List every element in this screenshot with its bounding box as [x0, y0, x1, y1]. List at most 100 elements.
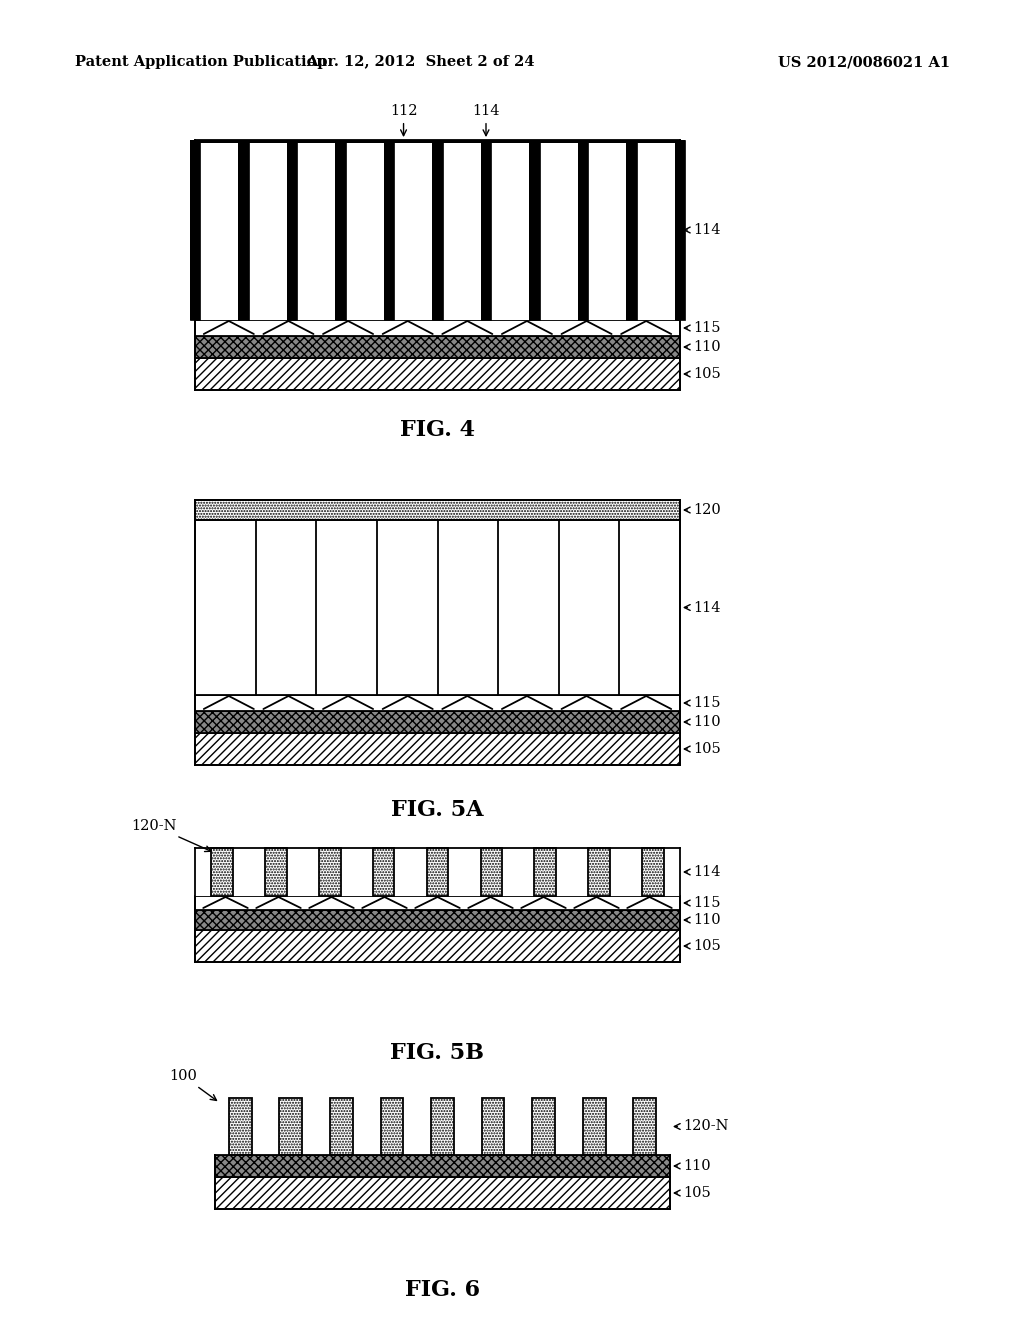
Bar: [377, 520, 394, 696]
Bar: [215, 1098, 670, 1155]
Text: Apr. 12, 2012  Sheet 2 of 24: Apr. 12, 2012 Sheet 2 of 24: [306, 55, 535, 69]
Bar: [427, 847, 449, 896]
Bar: [215, 1177, 670, 1209]
Text: Patent Application Publication: Patent Application Publication: [75, 55, 327, 69]
Bar: [432, 140, 442, 319]
Bar: [195, 909, 680, 931]
Bar: [195, 140, 680, 319]
Bar: [381, 1098, 403, 1155]
Bar: [532, 1098, 555, 1155]
Bar: [330, 1098, 352, 1155]
Text: 120: 120: [684, 503, 721, 517]
Bar: [529, 140, 540, 319]
Bar: [642, 847, 664, 896]
Bar: [394, 520, 437, 696]
Text: 120-N: 120-N: [131, 818, 211, 851]
Bar: [480, 140, 492, 319]
Bar: [373, 847, 394, 896]
Bar: [535, 847, 556, 896]
Bar: [256, 520, 272, 696]
Bar: [229, 1098, 252, 1155]
Bar: [455, 520, 498, 696]
Bar: [675, 140, 685, 319]
Bar: [316, 520, 333, 696]
Bar: [335, 140, 346, 319]
Bar: [195, 319, 680, 337]
Bar: [529, 140, 540, 319]
Text: 115: 115: [684, 321, 721, 335]
Bar: [620, 520, 636, 696]
Bar: [480, 140, 492, 319]
Text: 114: 114: [472, 104, 500, 136]
Bar: [287, 140, 297, 319]
Text: 110: 110: [675, 1159, 711, 1173]
Text: 115: 115: [684, 696, 721, 710]
Bar: [432, 140, 442, 319]
Text: 112: 112: [390, 104, 418, 136]
Text: 114: 114: [684, 865, 721, 879]
Bar: [431, 1098, 454, 1155]
Bar: [211, 847, 232, 896]
Text: US 2012/0086021 A1: US 2012/0086021 A1: [778, 55, 950, 69]
Bar: [195, 358, 680, 389]
Bar: [634, 1098, 656, 1155]
Bar: [265, 847, 287, 896]
Bar: [195, 733, 680, 766]
Text: 105: 105: [684, 742, 721, 756]
Bar: [384, 140, 394, 319]
Bar: [239, 140, 249, 319]
Bar: [636, 520, 680, 696]
Text: 114: 114: [684, 601, 721, 615]
Text: FIG. 5B: FIG. 5B: [390, 1041, 484, 1064]
Bar: [287, 140, 297, 319]
Bar: [318, 847, 341, 896]
Text: 105: 105: [675, 1185, 711, 1200]
Text: 110: 110: [684, 913, 721, 927]
Text: FIG. 4: FIG. 4: [400, 418, 475, 441]
Text: FIG. 5A: FIG. 5A: [391, 799, 483, 821]
Bar: [680, 520, 697, 696]
Bar: [195, 711, 680, 733]
Text: 110: 110: [684, 715, 721, 729]
Bar: [195, 337, 680, 358]
Bar: [212, 520, 256, 696]
Bar: [333, 520, 377, 696]
Bar: [195, 847, 680, 896]
Text: 110: 110: [684, 341, 721, 354]
Text: 114: 114: [684, 223, 721, 238]
Bar: [189, 140, 201, 319]
Bar: [515, 520, 559, 696]
Text: 100: 100: [169, 1069, 216, 1101]
Bar: [195, 140, 680, 319]
Bar: [626, 140, 637, 319]
Bar: [384, 140, 394, 319]
Bar: [272, 520, 316, 696]
Bar: [437, 520, 455, 696]
Bar: [481, 1098, 505, 1155]
Bar: [195, 896, 680, 909]
Bar: [583, 1098, 605, 1155]
Text: 105: 105: [684, 367, 721, 381]
Bar: [578, 140, 589, 319]
Bar: [559, 520, 575, 696]
Bar: [195, 140, 680, 143]
Bar: [335, 140, 346, 319]
Bar: [239, 140, 249, 319]
Text: 115: 115: [684, 896, 721, 909]
Bar: [626, 140, 637, 319]
Bar: [280, 1098, 302, 1155]
Bar: [675, 140, 685, 319]
Bar: [578, 140, 589, 319]
Bar: [189, 140, 201, 319]
Bar: [195, 500, 680, 520]
Bar: [480, 847, 502, 896]
Text: 120-N: 120-N: [675, 1119, 728, 1134]
Bar: [575, 520, 620, 696]
Bar: [498, 520, 515, 696]
Bar: [195, 520, 680, 696]
Bar: [589, 847, 610, 896]
Bar: [215, 1155, 670, 1177]
Bar: [195, 520, 212, 696]
Text: 105: 105: [684, 939, 721, 953]
Bar: [195, 931, 680, 962]
